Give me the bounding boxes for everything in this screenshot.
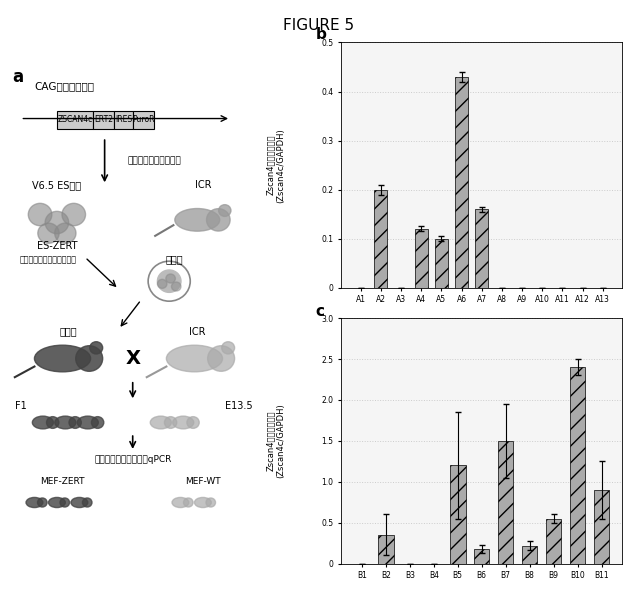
Bar (455, 77, 468, 288)
Bar (434, 239, 448, 288)
Y-axis label: Zscan4の発現レベル
(Zscan4c/GAPDH): Zscan4の発現レベル (Zscan4c/GAPDH) (266, 404, 285, 478)
Bar (133, 110, 154, 129)
Circle shape (187, 417, 199, 428)
Bar (522, 545, 537, 564)
Circle shape (172, 282, 181, 291)
Circle shape (38, 498, 47, 507)
Bar (375, 190, 387, 288)
Bar (498, 441, 514, 564)
Text: ICR: ICR (189, 327, 205, 336)
Text: MEF-WT: MEF-WT (185, 477, 221, 486)
Ellipse shape (48, 498, 65, 508)
Ellipse shape (151, 416, 171, 429)
Bar (545, 519, 561, 564)
Bar (57, 110, 93, 129)
Circle shape (219, 205, 231, 216)
Text: ERT2: ERT2 (94, 115, 114, 124)
Circle shape (76, 345, 103, 371)
Text: PuroR: PuroR (132, 115, 154, 124)
Ellipse shape (55, 416, 76, 429)
Ellipse shape (71, 498, 88, 508)
Bar (570, 367, 585, 564)
Circle shape (166, 274, 175, 283)
Ellipse shape (77, 416, 98, 429)
Text: マイクロインジェクション: マイクロインジェクション (20, 256, 77, 265)
Bar (114, 110, 133, 129)
Ellipse shape (33, 416, 54, 429)
Text: 遺伝子タイピング及びqPCR: 遺伝子タイピング及びqPCR (94, 456, 172, 465)
Text: F1: F1 (15, 401, 27, 411)
Circle shape (206, 498, 216, 507)
Circle shape (207, 208, 230, 231)
Circle shape (91, 417, 104, 428)
Circle shape (45, 211, 69, 234)
Circle shape (90, 342, 103, 354)
Text: c: c (316, 304, 325, 319)
Text: ES-ZERT: ES-ZERT (36, 241, 77, 251)
Circle shape (158, 270, 181, 292)
Text: トランスフェクション: トランスフェクション (127, 157, 181, 165)
Circle shape (165, 417, 177, 428)
Ellipse shape (175, 208, 219, 231)
Text: V6.5 ES細胞: V6.5 ES細胞 (33, 180, 82, 190)
Text: E13.5: E13.5 (225, 401, 253, 411)
Text: MEF-ZERT: MEF-ZERT (40, 477, 85, 486)
Text: キメラ: キメラ (59, 327, 77, 336)
Ellipse shape (195, 498, 211, 508)
Bar (594, 490, 609, 564)
Bar (475, 209, 488, 288)
Circle shape (28, 204, 52, 225)
Ellipse shape (34, 345, 91, 372)
Circle shape (55, 223, 76, 244)
Bar (474, 549, 489, 564)
Circle shape (47, 417, 59, 428)
Circle shape (69, 417, 81, 428)
Ellipse shape (173, 416, 194, 429)
Circle shape (184, 498, 193, 507)
Text: ZSCAN4c: ZSCAN4c (57, 115, 93, 124)
Text: 胧盤胞: 胧盤胞 (166, 255, 184, 265)
Text: CAGプロモーター: CAGプロモーター (34, 81, 94, 92)
Text: IRES: IRES (115, 115, 132, 124)
Circle shape (158, 279, 167, 288)
Bar (93, 110, 114, 129)
Ellipse shape (167, 345, 223, 372)
Text: b: b (316, 27, 327, 42)
Circle shape (207, 345, 235, 371)
Circle shape (38, 223, 59, 244)
Text: X: X (125, 349, 140, 368)
Circle shape (60, 498, 70, 507)
Text: a: a (12, 68, 23, 86)
Ellipse shape (172, 498, 189, 508)
Bar (450, 465, 466, 564)
Circle shape (221, 342, 235, 354)
Bar (415, 229, 427, 288)
Circle shape (82, 498, 92, 507)
Circle shape (62, 204, 85, 225)
Text: FIGURE 5: FIGURE 5 (283, 18, 355, 33)
Y-axis label: Zscan4の発現レベル
(Zscan4c/GAPDH): Zscan4の発現レベル (Zscan4c/GAPDH) (266, 128, 285, 202)
Text: ICR: ICR (195, 180, 211, 190)
Ellipse shape (26, 498, 43, 508)
Bar (378, 535, 394, 564)
